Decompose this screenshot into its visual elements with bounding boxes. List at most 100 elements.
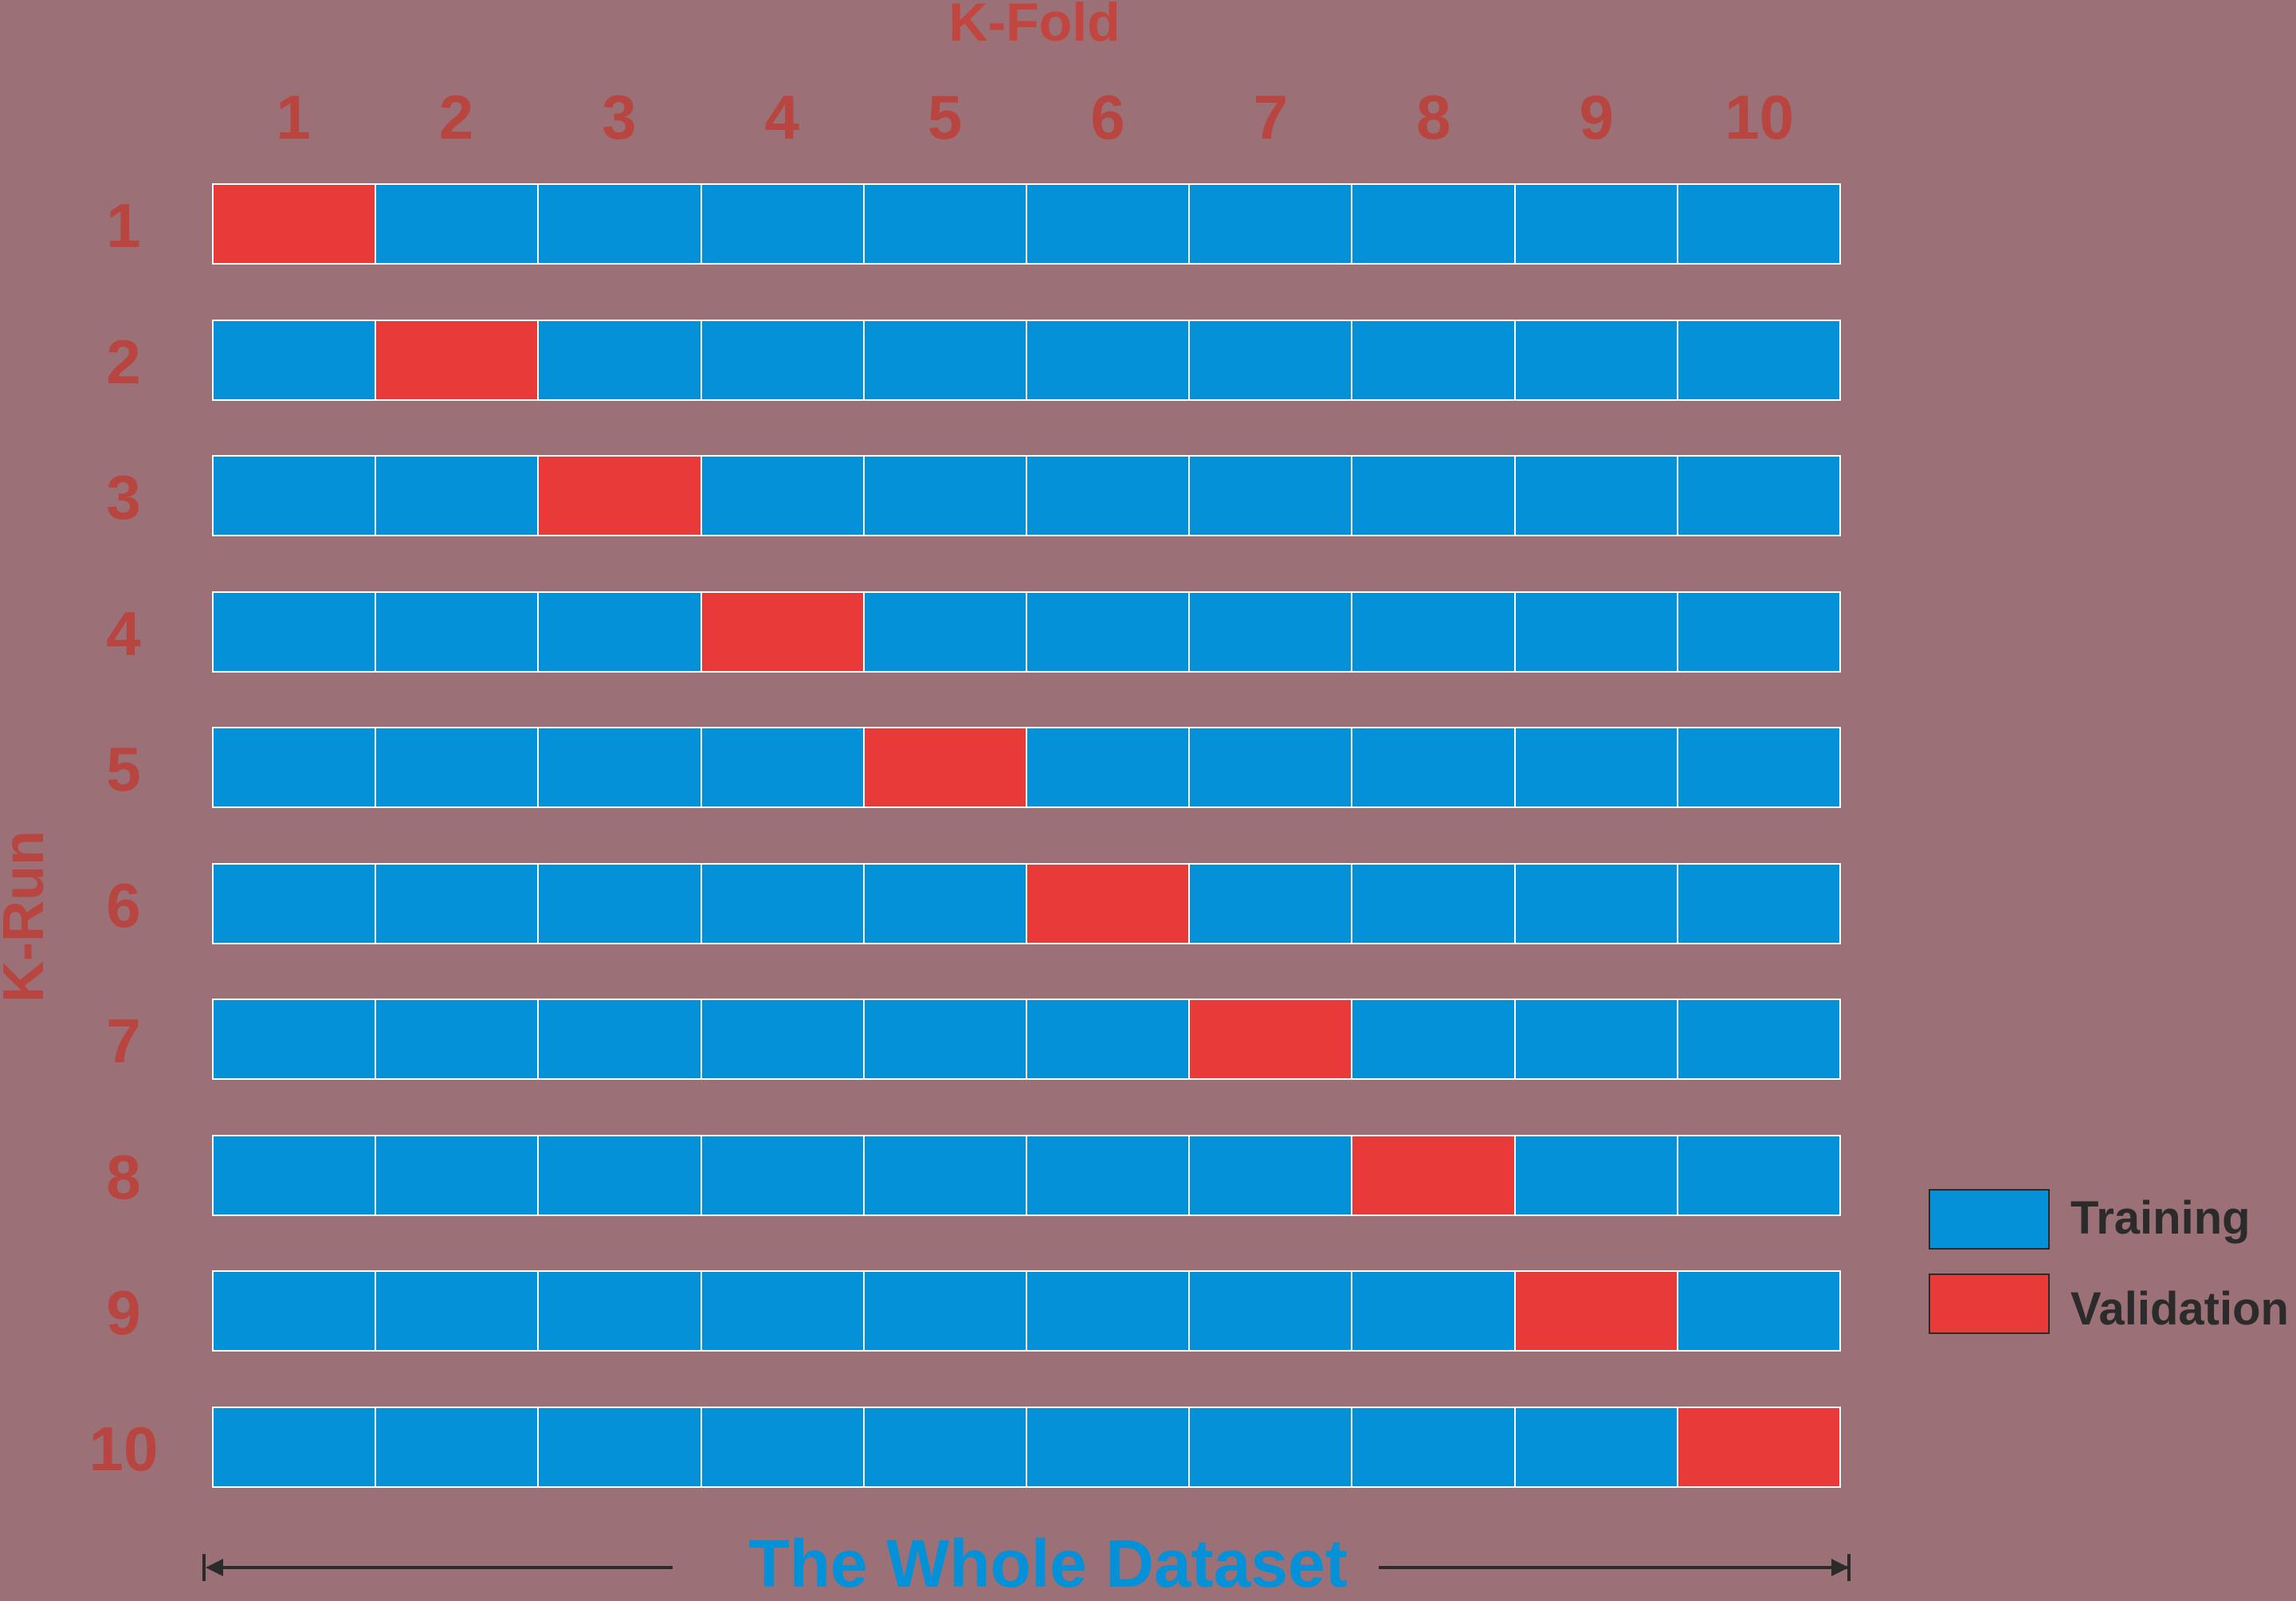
training-fold-cell <box>537 1134 702 1216</box>
training-fold-cell <box>1351 727 1516 808</box>
training-fold-cell <box>1676 999 1842 1080</box>
training-fold-cell <box>862 1134 1028 1216</box>
dataset-arrow-right-head <box>1831 1559 1849 1576</box>
training-fold-cell <box>1188 591 1353 673</box>
row-number-1: 1 <box>106 190 141 261</box>
training-fold-cell <box>862 862 1028 944</box>
training-fold-cell <box>862 999 1028 1080</box>
training-fold-cell <box>1188 862 1353 944</box>
training-fold-cell <box>1676 183 1842 265</box>
training-fold-cell <box>1188 183 1353 265</box>
training-fold-cell <box>1351 455 1516 536</box>
validation-fold-cell <box>700 591 865 673</box>
training-fold-cell <box>862 1270 1028 1352</box>
training-fold-cell <box>1026 1134 1191 1216</box>
fold-row-5 <box>212 727 1842 808</box>
column-number-6: 6 <box>1090 82 1125 152</box>
training-fold-cell <box>375 727 540 808</box>
validation-fold-cell <box>1188 999 1353 1080</box>
dataset-arrow-right-line <box>1379 1566 1849 1569</box>
row-number-9: 9 <box>106 1277 141 1348</box>
dataset-arrow-left-tick <box>202 1554 206 1581</box>
column-number-8: 8 <box>1416 82 1451 152</box>
training-fold-cell <box>1188 727 1353 808</box>
row-number-5: 5 <box>106 734 141 804</box>
training-fold-cell <box>700 1406 865 1488</box>
training-fold-cell <box>537 999 702 1080</box>
training-fold-cell <box>1513 591 1678 673</box>
training-fold-cell <box>212 591 377 673</box>
training-fold-cell <box>212 1134 377 1216</box>
training-fold-cell <box>700 727 865 808</box>
training-fold-cell <box>862 319 1028 401</box>
kfold-title: K-Fold <box>948 0 1121 53</box>
training-fold-cell <box>375 1134 540 1216</box>
training-fold-cell <box>1351 1406 1516 1488</box>
training-fold-cell <box>537 727 702 808</box>
training-fold-cell <box>1513 319 1678 401</box>
training-fold-cell <box>375 862 540 944</box>
fold-row-7 <box>212 999 1842 1080</box>
training-fold-cell <box>1351 183 1516 265</box>
training-fold-cell <box>375 455 540 536</box>
training-fold-cell <box>1188 1406 1353 1488</box>
training-fold-cell <box>700 862 865 944</box>
training-fold-cell <box>537 1270 702 1352</box>
training-fold-cell <box>1351 1270 1516 1352</box>
training-fold-cell <box>1676 455 1842 536</box>
training-fold-cell <box>862 455 1028 536</box>
training-fold-cell <box>1513 1406 1678 1488</box>
training-fold-cell <box>1026 727 1191 808</box>
fold-row-3 <box>212 455 1842 536</box>
training-fold-cell <box>537 862 702 944</box>
fold-row-1 <box>212 183 1842 265</box>
training-fold-cell <box>1026 183 1191 265</box>
validation-fold-cell <box>537 455 702 536</box>
training-fold-cell <box>212 862 377 944</box>
krun-label: K-Run <box>0 830 56 1003</box>
fold-row-8 <box>212 1134 1842 1216</box>
training-fold-cell <box>375 1406 540 1488</box>
training-fold-cell <box>1513 1134 1678 1216</box>
training-fold-cell <box>1351 999 1516 1080</box>
training-fold-cell <box>1188 455 1353 536</box>
training-fold-cell <box>537 591 702 673</box>
legend-training-label: Training <box>2070 1192 2251 1244</box>
training-fold-cell <box>1676 319 1842 401</box>
validation-fold-cell <box>1676 1406 1842 1488</box>
training-fold-cell <box>1026 591 1191 673</box>
training-fold-cell <box>862 1406 1028 1488</box>
fold-row-4 <box>212 591 1842 673</box>
training-fold-cell <box>1676 1134 1842 1216</box>
training-fold-cell <box>1513 862 1678 944</box>
column-number-5: 5 <box>927 82 963 152</box>
training-fold-cell <box>1513 999 1678 1080</box>
training-fold-cell <box>1676 1270 1842 1352</box>
training-fold-cell <box>1188 1270 1353 1352</box>
training-fold-cell <box>1351 862 1516 944</box>
legend-validation-label: Validation <box>2070 1283 2289 1335</box>
training-fold-cell <box>1026 1406 1191 1488</box>
training-fold-cell <box>700 455 865 536</box>
validation-fold-cell <box>375 319 540 401</box>
training-fold-cell <box>1188 319 1353 401</box>
legend-validation-swatch <box>1929 1273 2050 1334</box>
training-fold-cell <box>1351 591 1516 673</box>
column-number-1: 1 <box>276 82 311 152</box>
training-fold-cell <box>700 183 865 265</box>
training-fold-cell <box>1676 591 1842 673</box>
training-fold-cell <box>212 1270 377 1352</box>
training-fold-cell <box>375 999 540 1080</box>
training-fold-cell <box>537 319 702 401</box>
training-fold-cell <box>1513 455 1678 536</box>
row-number-7: 7 <box>106 1006 141 1076</box>
column-number-10: 10 <box>1725 82 1794 152</box>
column-number-2: 2 <box>438 82 474 152</box>
training-fold-cell <box>537 1406 702 1488</box>
dataset-label: The Whole Dataset <box>748 1526 1348 1601</box>
training-fold-cell <box>375 1270 540 1352</box>
training-fold-cell <box>1513 183 1678 265</box>
column-number-9: 9 <box>1579 82 1614 152</box>
training-fold-cell <box>1676 727 1842 808</box>
dataset-arrow-right-tick <box>1847 1554 1851 1581</box>
